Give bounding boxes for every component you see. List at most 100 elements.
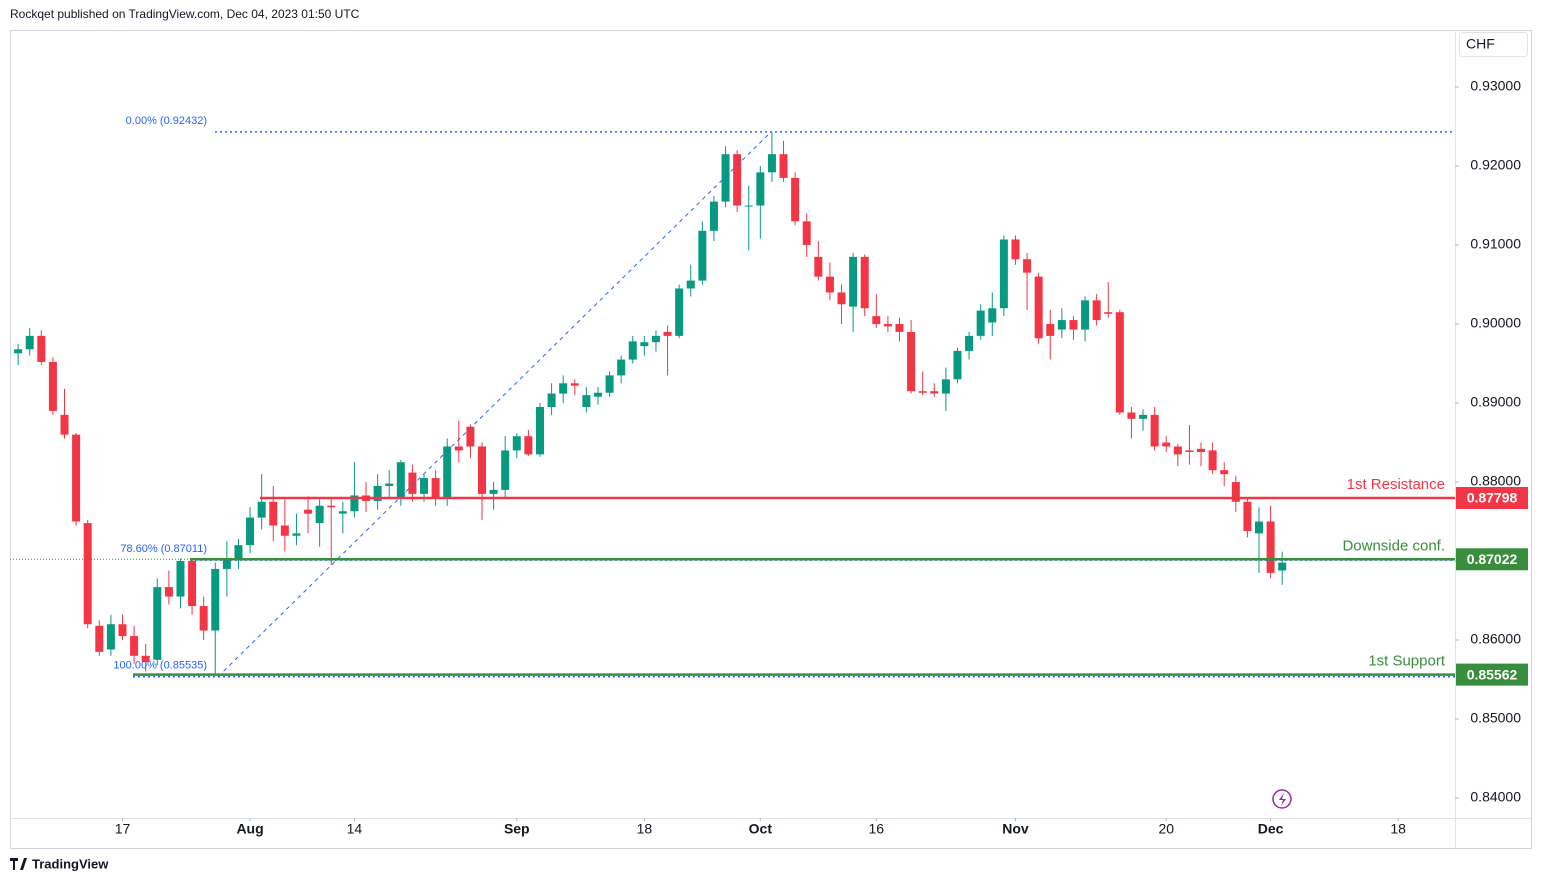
candle-body bbox=[1104, 312, 1113, 314]
candle-body bbox=[1150, 414, 1159, 447]
candle-body bbox=[570, 383, 579, 386]
candle-body bbox=[593, 392, 602, 397]
time-tick-label: 18 bbox=[1390, 821, 1406, 837]
price-tick-label: 0.91000 bbox=[1470, 236, 1521, 252]
candle-body bbox=[478, 446, 487, 494]
level-name: 1st Resistance bbox=[1347, 476, 1445, 493]
candle-body bbox=[327, 505, 336, 508]
candle-body bbox=[443, 446, 452, 498]
footer-brand: TradingView bbox=[32, 856, 109, 871]
candle-body bbox=[280, 525, 289, 536]
price-tick-label: 0.85000 bbox=[1470, 710, 1521, 726]
currency-box[interactable] bbox=[1459, 32, 1528, 57]
candle-body bbox=[663, 331, 672, 336]
candle-body bbox=[617, 359, 626, 376]
candle-body bbox=[350, 495, 359, 512]
level-price: 0.87798 bbox=[1467, 490, 1518, 506]
price-tick-label: 0.88000 bbox=[1470, 473, 1521, 489]
price-tick-label: 0.92000 bbox=[1470, 157, 1521, 173]
price-tick-label: 0.84000 bbox=[1470, 789, 1521, 805]
candle-body bbox=[1139, 414, 1148, 419]
level-name: 1st Support bbox=[1368, 653, 1446, 670]
time-tick-label: 18 bbox=[637, 821, 653, 837]
candle-body bbox=[141, 655, 150, 663]
candle-body bbox=[164, 587, 173, 597]
chart-frame bbox=[10, 30, 1532, 849]
candle-body bbox=[559, 383, 568, 394]
candle-body bbox=[1092, 300, 1101, 321]
time-tick-label: Oct bbox=[749, 821, 773, 837]
candle-body bbox=[883, 324, 892, 327]
candle-body bbox=[14, 349, 23, 354]
candle-body bbox=[524, 436, 533, 455]
candle-body bbox=[1115, 312, 1124, 413]
candle-body bbox=[918, 391, 927, 393]
candle-body bbox=[814, 256, 823, 277]
candle-body bbox=[721, 154, 730, 202]
candle-body bbox=[1197, 448, 1206, 453]
candle-body bbox=[118, 624, 127, 637]
candle-body bbox=[373, 485, 382, 501]
level-name: Downside conf. bbox=[1342, 537, 1445, 554]
price-tick-label: 0.90000 bbox=[1470, 315, 1521, 331]
candle-body bbox=[489, 489, 498, 494]
candle-body bbox=[431, 478, 440, 498]
candle-body bbox=[791, 177, 800, 222]
candle-body bbox=[1069, 320, 1078, 330]
candle-body bbox=[130, 636, 139, 656]
level-price: 0.85562 bbox=[1467, 666, 1518, 682]
candle-body bbox=[95, 625, 104, 652]
event-icon[interactable] bbox=[1272, 789, 1292, 809]
candle-body bbox=[1127, 412, 1136, 419]
candle-body bbox=[547, 393, 556, 407]
candle-body bbox=[698, 230, 707, 281]
candle-body bbox=[1046, 324, 1055, 336]
candle-body bbox=[338, 511, 347, 514]
candle-body bbox=[744, 205, 753, 207]
fib-trend bbox=[217, 131, 772, 678]
candle-body bbox=[396, 462, 405, 498]
level-price: 0.87022 bbox=[1467, 551, 1518, 567]
candle-body bbox=[1208, 450, 1217, 471]
candle-body bbox=[941, 379, 950, 394]
candle-body bbox=[779, 154, 788, 178]
time-tick-label: 16 bbox=[869, 821, 885, 837]
candle-body bbox=[1185, 450, 1194, 453]
candle-body bbox=[385, 483, 394, 486]
candle-body bbox=[199, 606, 208, 631]
time-tick-label: Nov bbox=[1002, 821, 1029, 837]
level-price-box bbox=[1456, 486, 1528, 509]
candle-body bbox=[825, 276, 834, 293]
candle-body bbox=[988, 308, 997, 323]
candle-body bbox=[849, 256, 858, 307]
candle-body bbox=[756, 172, 765, 206]
candle-body bbox=[72, 434, 81, 522]
time-tick-label: 14 bbox=[347, 821, 363, 837]
candle-body bbox=[37, 335, 46, 362]
fib-label: 0.00% (0.92432) bbox=[126, 115, 207, 127]
candle-body bbox=[1081, 300, 1090, 330]
candle-body bbox=[860, 256, 869, 309]
currency-label: CHF bbox=[1466, 36, 1495, 52]
candle-body bbox=[1011, 239, 1020, 260]
candle-body bbox=[651, 335, 660, 343]
candle-body bbox=[1034, 276, 1043, 339]
candle-body bbox=[466, 426, 475, 447]
candle-body bbox=[234, 545, 243, 559]
candle-body bbox=[1255, 521, 1264, 534]
candle-body bbox=[1162, 442, 1171, 447]
price-tick-label: 0.89000 bbox=[1470, 394, 1521, 410]
level-price-box bbox=[1456, 663, 1528, 686]
candle-body bbox=[1173, 446, 1182, 455]
candle-body bbox=[907, 331, 916, 392]
candle-body bbox=[1243, 501, 1252, 532]
price-tick-label: 0.93000 bbox=[1470, 78, 1521, 94]
candle-body bbox=[1057, 320, 1066, 330]
candle-body bbox=[153, 587, 162, 660]
candle-body bbox=[501, 450, 510, 490]
candle-body bbox=[733, 154, 742, 206]
candle-body bbox=[269, 501, 278, 526]
candle-body bbox=[1278, 562, 1287, 571]
candle-body bbox=[1266, 521, 1275, 573]
time-tick-label: 20 bbox=[1158, 821, 1174, 837]
